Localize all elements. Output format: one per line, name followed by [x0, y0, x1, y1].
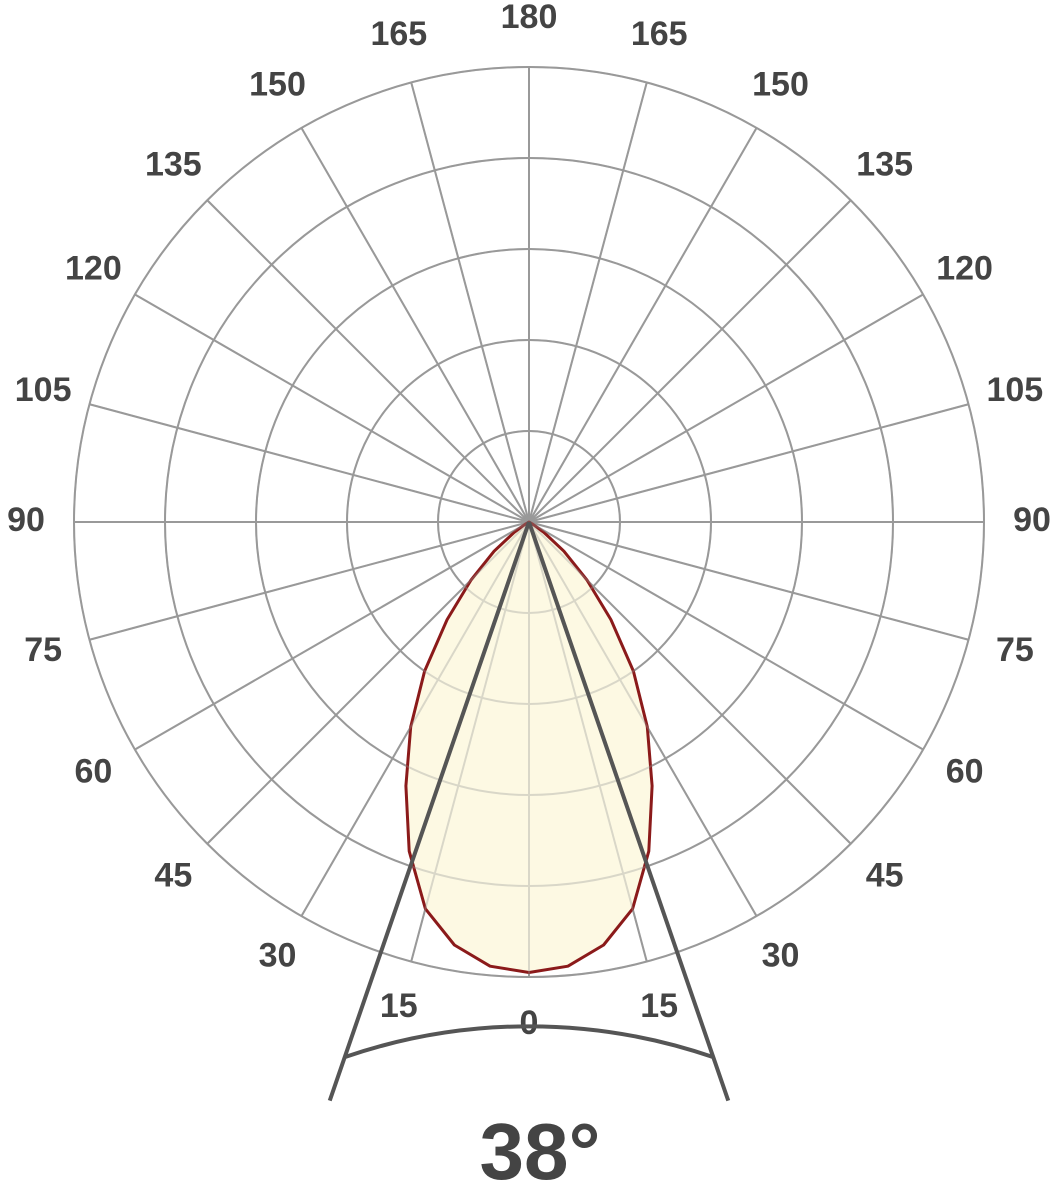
grid-spoke	[528, 521, 758, 917]
grid-spoke	[528, 521, 852, 845]
beam-line	[527, 521, 731, 1102]
grid-ring	[437, 430, 621, 614]
angle-label: 0	[520, 1004, 539, 1042]
grid-spoke	[528, 403, 969, 523]
grid-spoke	[528, 521, 648, 962]
angle-label: 15	[380, 987, 418, 1025]
angle-label: 165	[631, 15, 688, 53]
grid-ring	[164, 157, 894, 887]
angle-label: 75	[996, 631, 1034, 669]
grid-spoke	[89, 403, 530, 523]
angle-label: 180	[501, 0, 558, 36]
grid-spoke	[528, 293, 924, 523]
angle-label: 45	[154, 857, 192, 895]
grid-spoke	[134, 293, 530, 523]
grid-spoke	[89, 521, 530, 641]
grid-overlay	[73, 66, 985, 978]
grid-spoke	[206, 199, 530, 523]
grid-spoke	[528, 521, 969, 641]
grid-spoke	[528, 127, 758, 523]
angle-label: 120	[65, 249, 122, 287]
grid-spoke	[89, 521, 530, 641]
grid-spoke	[300, 127, 530, 523]
angle-label: 45	[866, 857, 904, 895]
angle-label: 30	[259, 937, 297, 975]
grid-ring	[73, 66, 985, 978]
grid-spoke	[410, 521, 530, 962]
angle-label: 90	[1013, 501, 1051, 539]
beam-line	[327, 521, 531, 1102]
grid-ring	[255, 248, 803, 796]
grid-spoke	[528, 82, 648, 523]
angle-label: 60	[946, 752, 984, 790]
angle-label: 75	[24, 631, 62, 669]
grid-spoke	[528, 403, 969, 523]
grid-spoke	[528, 127, 758, 523]
angle-label: 15	[640, 987, 678, 1025]
grid-spoke	[206, 521, 530, 845]
angle-label: 150	[249, 65, 306, 103]
grid-spoke	[528, 521, 924, 751]
grid-spoke	[134, 521, 530, 751]
grid-spoke	[134, 521, 530, 751]
grid-spoke	[528, 82, 648, 523]
grid-spoke	[528, 521, 969, 641]
grid-spoke	[89, 403, 530, 523]
grid-spoke	[410, 82, 530, 523]
angle-label: 165	[370, 15, 427, 53]
grid-spoke	[410, 82, 530, 523]
angle-label: 105	[986, 371, 1043, 409]
grid-spoke	[528, 199, 852, 523]
grid-spoke	[528, 293, 924, 523]
grid-spoke	[300, 127, 530, 523]
grid-spoke	[206, 199, 530, 523]
angle-label: 60	[74, 752, 112, 790]
intensity-curve	[404, 520, 654, 974]
grid-spoke	[134, 293, 530, 523]
angle-label: 135	[145, 145, 202, 183]
angle-label: 90	[7, 501, 45, 539]
grid-ring	[346, 339, 712, 705]
angle-label: 150	[752, 65, 809, 103]
grid-spoke	[528, 199, 852, 523]
angle-label: 105	[15, 371, 72, 409]
beam-arc	[344, 1024, 714, 1060]
angle-label: 120	[936, 249, 993, 287]
grid-spoke	[528, 521, 924, 751]
plot	[73, 66, 985, 1102]
grid-spoke	[300, 521, 530, 917]
beam-angle-label: 38°	[480, 1107, 601, 1196]
angle-label: 30	[762, 937, 800, 975]
angle-label: 135	[856, 145, 913, 183]
